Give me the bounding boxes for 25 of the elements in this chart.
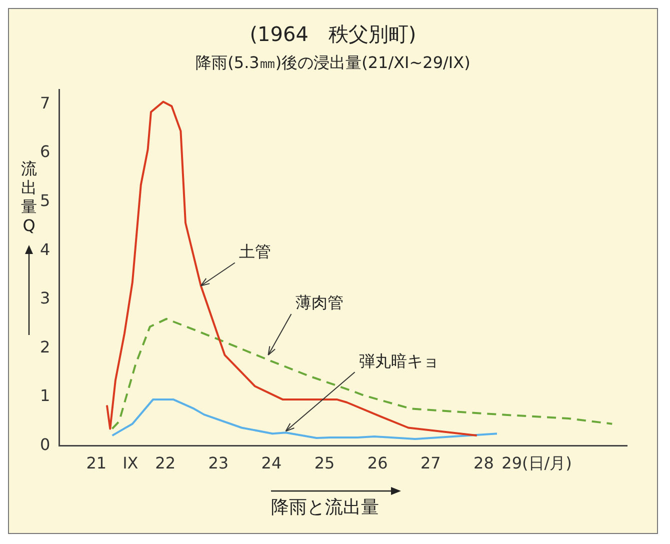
x-tick-label: 21 IX <box>86 454 138 473</box>
y-axis-title: 流出量Q <box>20 159 38 235</box>
chart-title: (1964 秩父別町) <box>248 21 418 48</box>
x-tick-label: 23 <box>208 454 229 473</box>
x-tick-label: 25 <box>314 454 335 473</box>
y-tick-label: 3 <box>40 288 50 308</box>
annotation: 土管 <box>238 242 271 261</box>
x-tick-label: 22 <box>155 454 176 473</box>
y-tick-label: 4 <box>40 240 50 259</box>
annotation: 弾丸暗キョ <box>358 351 439 370</box>
y-tick-label: 7 <box>40 93 50 112</box>
y-tick-label: 5 <box>40 190 50 210</box>
chart-subtitle: 降雨(5.3㎜)後の浸出量(21/XI~29/IX) <box>194 53 472 74</box>
x-tick-label: 27 <box>420 454 441 473</box>
x-tick-label: 24 <box>261 454 282 473</box>
x-tick-label: 28 <box>474 454 494 473</box>
x-tick-label: 29(日/月) <box>502 454 572 473</box>
y-tick-label: 2 <box>40 337 50 356</box>
annotation: 薄肉管 <box>295 293 344 312</box>
x-tick-label: 26 <box>367 454 388 473</box>
x-axis-title: 降雨と流出量 <box>271 496 379 519</box>
y-tick-label: 0 <box>40 434 50 454</box>
line-series <box>111 318 614 430</box>
y-tick-label: 6 <box>40 142 50 162</box>
y-tick-label: 1 <box>40 386 50 406</box>
